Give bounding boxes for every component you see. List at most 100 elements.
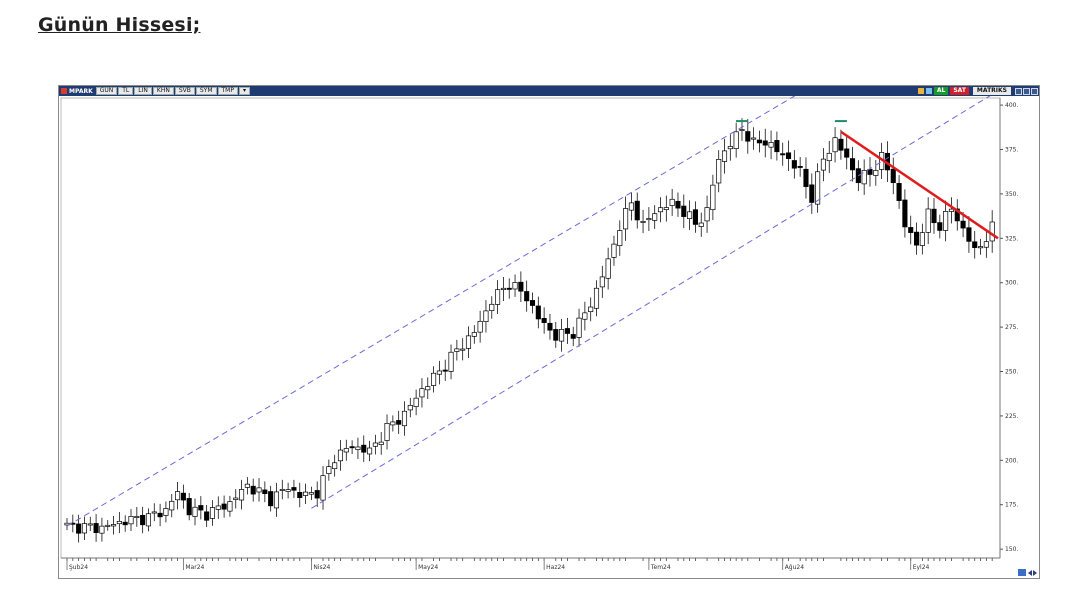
candle-body: [186, 498, 192, 516]
candle-body: [559, 329, 565, 342]
y-tick-label: 325.: [1005, 235, 1018, 242]
pencil-icon[interactable]: [917, 88, 924, 94]
candle-body: [145, 513, 152, 527]
candle-body: [297, 492, 303, 498]
candle-body: [209, 507, 216, 519]
template-button[interactable]: TMP: [217, 87, 238, 95]
candle-body: [756, 139, 762, 144]
candle-body: [285, 489, 291, 492]
x-tick-label: Ağu24: [785, 564, 805, 571]
candle-body: [291, 487, 297, 491]
candle-body: [954, 208, 960, 222]
currency-button[interactable]: TL: [118, 87, 134, 95]
y-tick-label: 400.: [1005, 102, 1018, 109]
candle-body: [175, 491, 181, 501]
candle-body: [227, 501, 233, 512]
candle-body: [314, 490, 320, 499]
candle-body: [657, 207, 664, 213]
candle-body: [547, 322, 553, 331]
candle-body: [87, 523, 93, 526]
candle-body: [919, 232, 925, 246]
scroll-left-icon[interactable]: [1028, 569, 1032, 576]
matriks-button[interactable]: MATRIKS: [972, 87, 1011, 95]
y-tick-label: 150.: [1005, 546, 1018, 553]
price-chart[interactable]: 400. 375. 350. 325. 300. 275. 250. 225. 200. 175.…: [59, 96, 1039, 578]
candle-body: [489, 303, 495, 312]
candle-body: [425, 386, 431, 391]
candle-body: [948, 208, 955, 212]
candle-body: [384, 423, 390, 441]
candle-body: [250, 485, 256, 495]
candle-body: [256, 487, 262, 493]
candle-body: [477, 320, 483, 333]
linear-scale-button[interactable]: LIN: [134, 87, 152, 95]
scroll-right-icon[interactable]: [1033, 569, 1037, 576]
candle-body: [745, 131, 751, 142]
resistance-trendline: [840, 130, 999, 240]
matriks-logo-icon: [61, 88, 67, 94]
upper-channel-line: [66, 96, 796, 527]
candle-body: [791, 160, 797, 169]
chart-window: MPARK GUN TL LIN KHN SVB SYM TMP ▾ AL SA…: [58, 85, 1040, 579]
candle-body: [454, 348, 460, 352]
chart-settings-icon[interactable]: [1018, 569, 1026, 576]
candle-body: [244, 483, 250, 488]
candle-body: [495, 289, 501, 305]
refresh-icon[interactable]: [925, 88, 932, 94]
candle-body: [192, 506, 198, 517]
candle-body: [716, 159, 722, 184]
candle-body: [553, 329, 559, 341]
sell-button[interactable]: SAT: [950, 87, 969, 95]
candle-body: [268, 491, 274, 507]
dropdown-arrow-icon[interactable]: ▾: [238, 87, 250, 95]
candle-body: [943, 211, 949, 231]
x-tick-label: Eyl24: [913, 564, 930, 571]
candle-body: [436, 370, 442, 375]
svb-button[interactable]: SVB: [174, 87, 195, 95]
candle-body: [134, 516, 140, 518]
candle-body: [908, 227, 914, 233]
candle-body: [617, 230, 623, 247]
candle-body: [465, 335, 472, 349]
candle-body: [198, 505, 204, 511]
candle-button[interactable]: KHN: [152, 87, 174, 95]
candle-body: [116, 520, 122, 525]
scroll-controls[interactable]: [1018, 569, 1037, 576]
candle-body: [396, 420, 402, 425]
candle-body: [913, 231, 920, 246]
candle-body: [570, 334, 576, 339]
page-heading: Günün Hissesi;: [38, 14, 201, 36]
candle-body: [308, 492, 314, 495]
candle-body: [221, 503, 227, 510]
candle-body: [849, 158, 856, 171]
plot-area[interactable]: [60, 97, 1001, 559]
symbol-label[interactable]: MPARK: [59, 88, 96, 95]
candle-body: [460, 348, 466, 351]
candle-body: [81, 523, 88, 534]
candle-body: [593, 287, 600, 309]
candle-body: [419, 388, 425, 398]
x-tick-label: Haz24: [546, 564, 565, 571]
candle-body: [169, 500, 175, 511]
x-tick-label: Şub24: [69, 564, 88, 571]
candle-body: [797, 165, 803, 168]
candle-body: [611, 243, 617, 258]
period-button[interactable]: GUN: [95, 87, 118, 95]
candle-body: [687, 211, 693, 219]
candle-body: [925, 208, 931, 233]
candle-body: [989, 221, 995, 242]
candle-body: [122, 521, 128, 526]
buy-button[interactable]: AL: [933, 87, 949, 95]
candle-body: [442, 369, 448, 372]
y-tick-label: 175.: [1005, 502, 1018, 509]
maximize-icon[interactable]: [1023, 87, 1030, 95]
symbol-button[interactable]: SYM: [195, 87, 217, 95]
minimize-icon[interactable]: [1015, 87, 1022, 95]
candle-body: [809, 184, 815, 203]
y-tick-label: 225.: [1005, 413, 1018, 420]
x-tick-label: Tem24: [650, 564, 671, 571]
candle-body: [890, 168, 896, 184]
close-icon[interactable]: [1031, 87, 1038, 95]
y-tick-label: 375.: [1005, 147, 1018, 154]
candle-body: [448, 351, 454, 372]
